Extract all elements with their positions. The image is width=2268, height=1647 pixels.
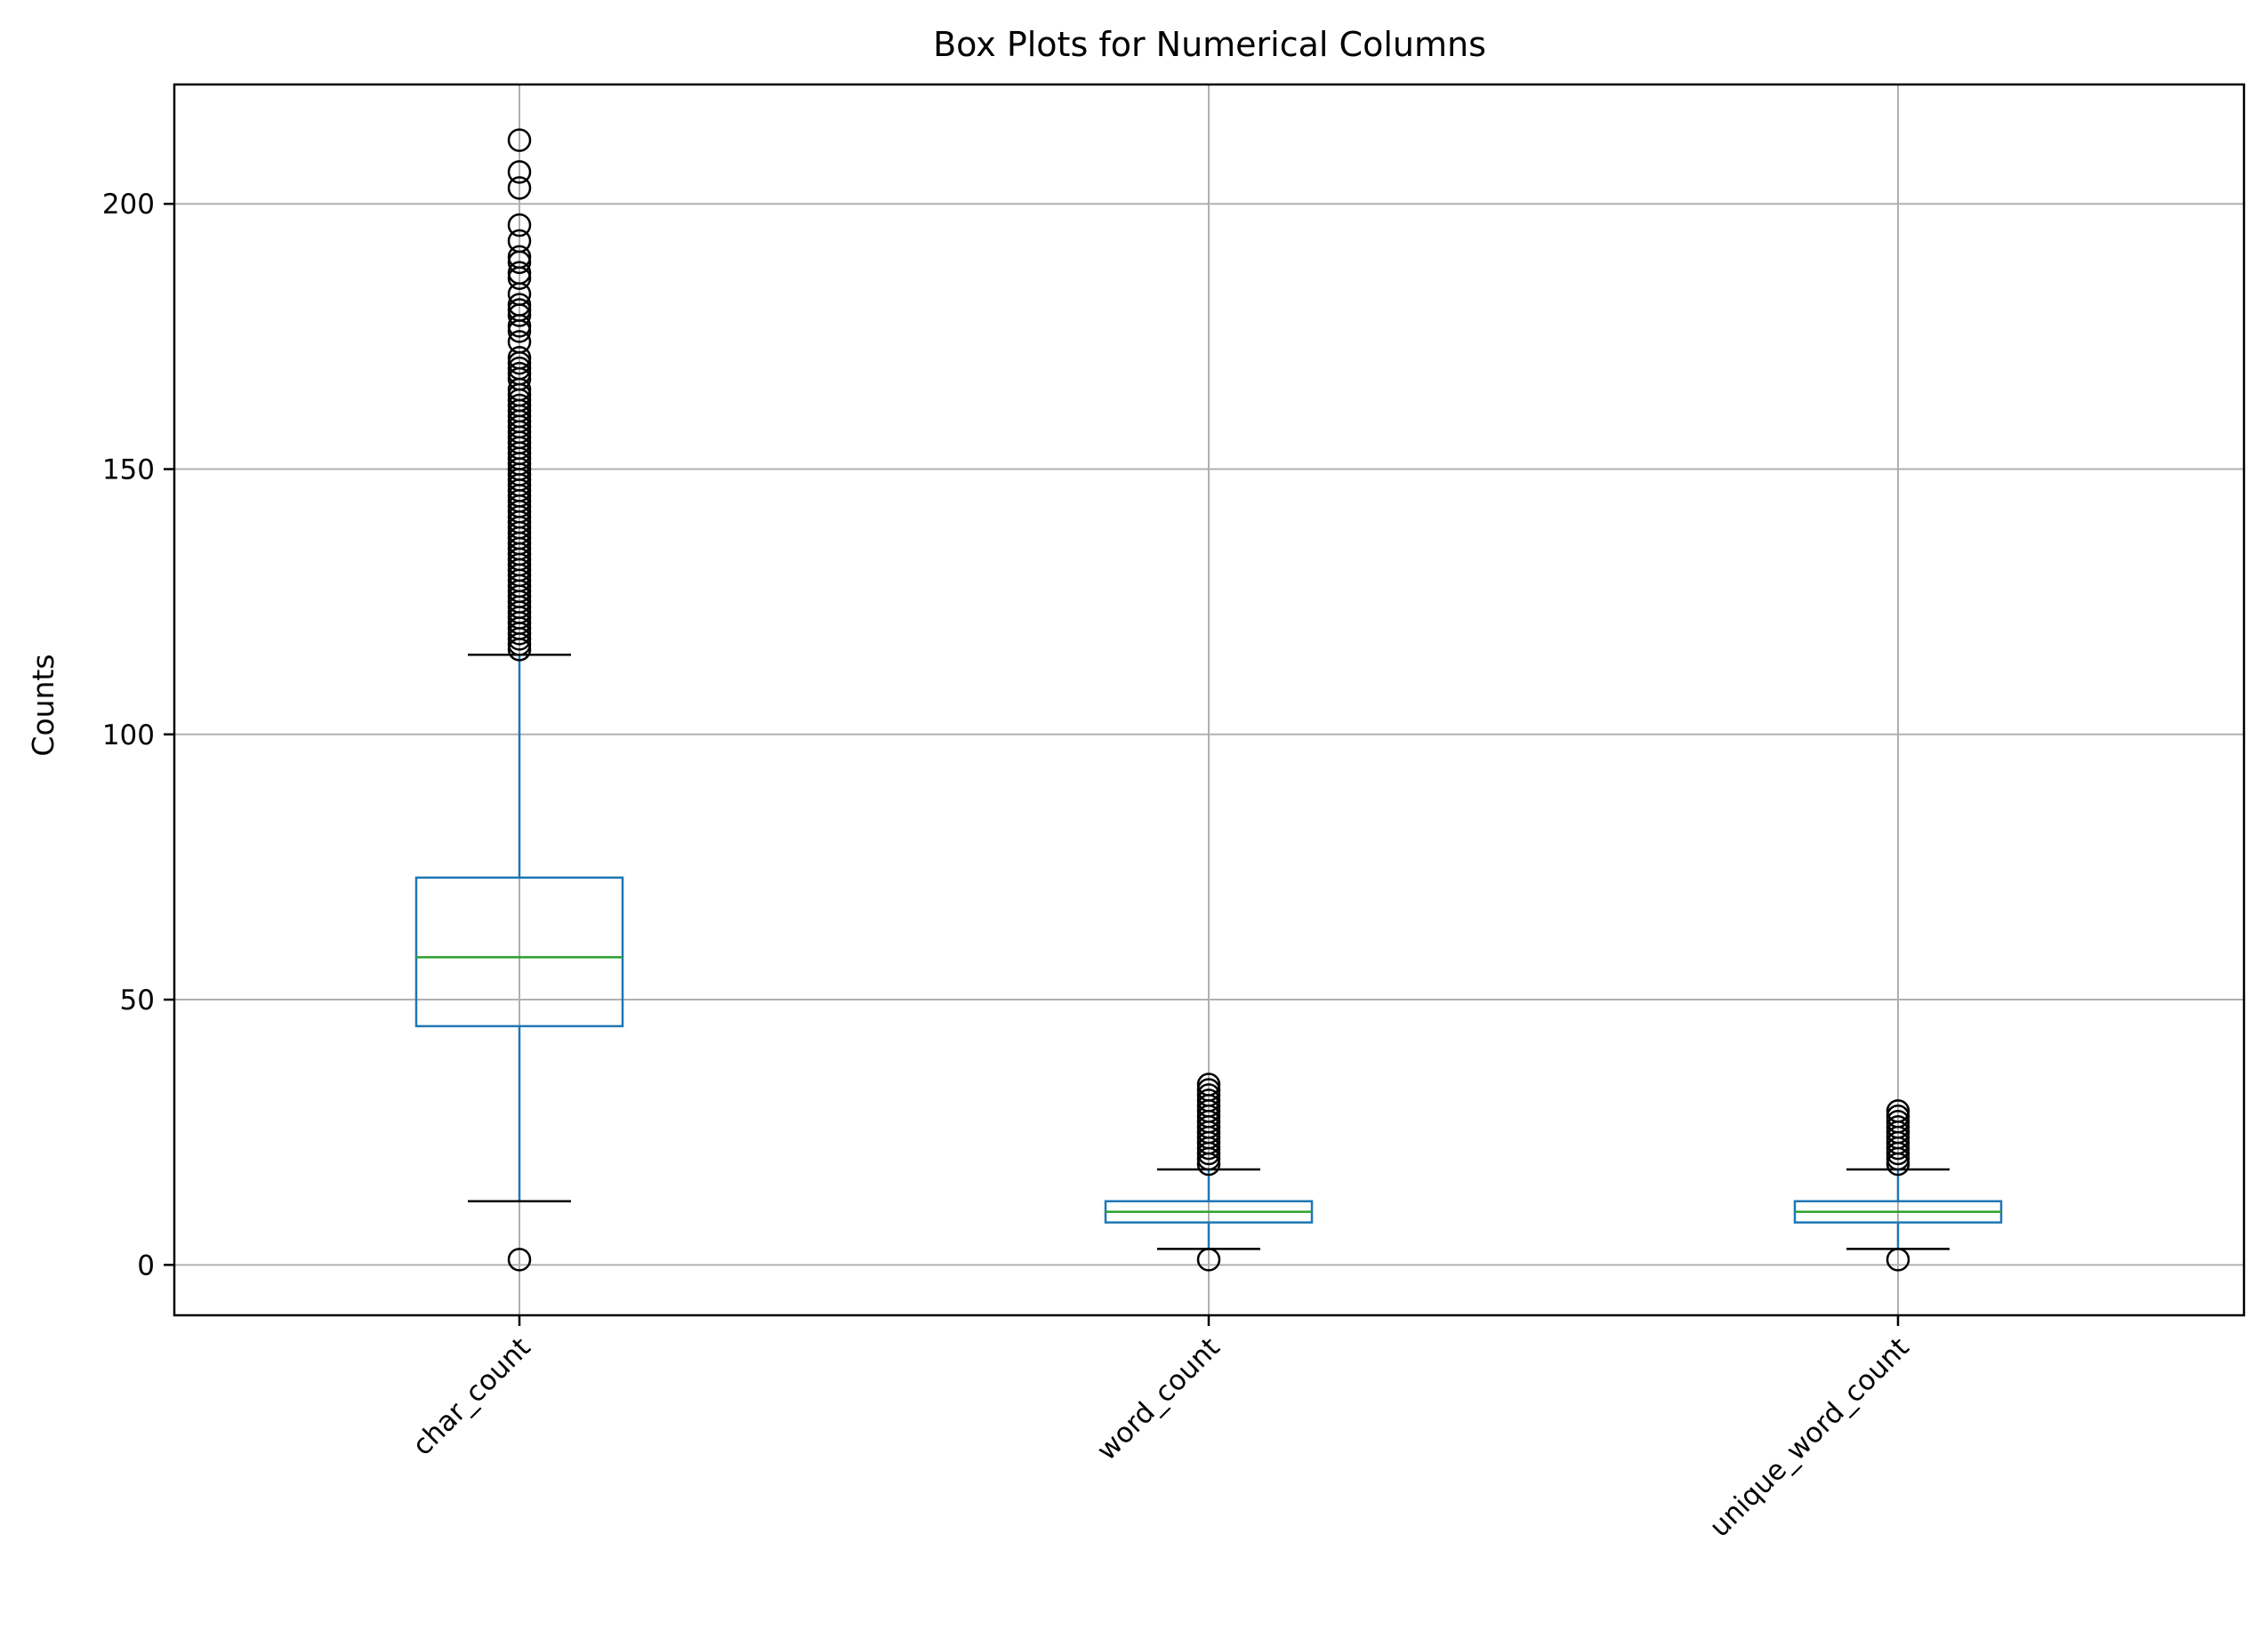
iqr-box (414, 876, 624, 1028)
box-plot-word-count (1104, 1073, 1314, 1272)
box-plot-char-count (414, 128, 624, 1272)
outlier-point (507, 160, 532, 184)
outlier-point (1196, 1083, 1221, 1107)
chart-title: Box Plots for Numerical Columns (933, 25, 1486, 64)
outlier-point (507, 393, 532, 418)
outlier-point (1886, 1099, 1910, 1123)
outlier-point (507, 245, 532, 269)
outlier-point (1196, 1073, 1221, 1097)
outlier-point (507, 298, 532, 322)
outlier-point (507, 176, 532, 200)
outlier-point (507, 330, 532, 354)
y-tick-label: 200 (102, 189, 155, 221)
box-plots (414, 128, 2003, 1272)
outlier-point (507, 1248, 532, 1272)
outlier-point (507, 128, 532, 152)
outlier-point (1886, 1105, 1910, 1129)
outlier-point (1886, 1114, 1910, 1139)
y-tick-label: 0 (137, 1249, 155, 1281)
outlier-point (507, 261, 532, 285)
y-tick-label: 50 (120, 984, 155, 1016)
y-axis-label: Counts (26, 654, 60, 756)
outlier-point (507, 356, 532, 381)
y-tick-label: 150 (102, 454, 155, 486)
outlier-point (507, 229, 532, 253)
outlier-point (1196, 1078, 1221, 1102)
outlier-point (507, 361, 532, 386)
box-plot-unique-word-count (1793, 1099, 2003, 1272)
outlier-point (507, 345, 532, 370)
outlier-point (1196, 1089, 1221, 1113)
outlier-point (1886, 1110, 1910, 1134)
outlier-point (1886, 1248, 1910, 1272)
outlier-point (1196, 1248, 1221, 1272)
y-tick-label: 100 (102, 719, 155, 751)
outlier-point (507, 293, 532, 317)
outlier-point (507, 213, 532, 237)
